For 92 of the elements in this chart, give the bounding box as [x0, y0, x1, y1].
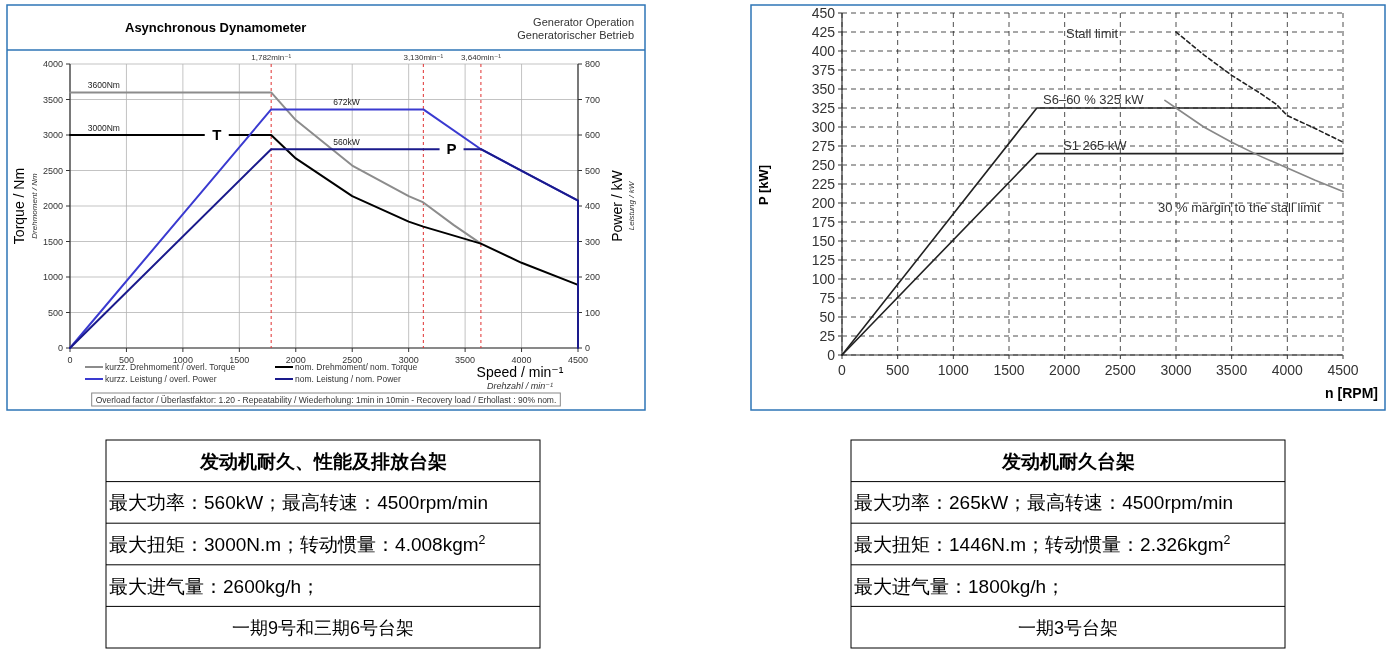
y2-tick-label: 400: [585, 201, 601, 212]
x-tick-label: 1000: [937, 362, 970, 378]
annotation: 672kW: [333, 97, 360, 108]
y-tick-label: 250: [811, 156, 836, 173]
y-tick-label: 375: [811, 61, 836, 78]
y-tick-label: 25: [819, 327, 836, 344]
text: 最大扭矩：3000N.m；转动惯量：4.008kgm$^{2}$: [109, 533, 486, 555]
annotation: 3600Nm: [87, 80, 120, 91]
text: Overload factor / Überlastfaktor: 1.20 - Repeatability / Wiederholung: 1min in 10min - Recovery load / Erhollast : 90% nom.: [95, 395, 557, 405]
annotation: S6–60 % 325 kW: [1043, 92, 1145, 107]
annotation: Stall limit: [1066, 26, 1119, 41]
x-tick-label: 2500: [342, 355, 363, 365]
annotation: T: [212, 126, 222, 143]
x-tick-label: 500: [885, 362, 910, 378]
legend-label: nom. Drehmoment/ nom. Torque: [295, 362, 418, 372]
y-tick-label: 3500: [42, 94, 63, 105]
x-tick-label: 2000: [1049, 362, 1081, 378]
y2-tick-label: 700: [585, 94, 601, 105]
y-tick-label: 275: [811, 137, 836, 154]
text: Leistung / kW: [627, 180, 636, 231]
text: 发动机耐久、性能及排放台架: [198, 450, 447, 472]
annotation: P: [446, 140, 457, 158]
y-tick-label: 350: [811, 80, 836, 97]
y2-tick-label: 100: [585, 307, 601, 318]
x-tick-label: 3500: [1216, 362, 1248, 378]
legend-label: nom. Leistung / nom. Power: [295, 374, 401, 384]
x-tick-label: 3500: [455, 355, 476, 365]
x-tick-label: 1500: [229, 355, 250, 365]
x-tick-label: 2000: [285, 355, 306, 365]
x-tick-label: 3000: [1160, 362, 1192, 378]
x-tick-label: 4000: [511, 355, 532, 365]
annotation: 560kW: [333, 137, 360, 148]
text: Drehmoment / Nm: [30, 173, 39, 239]
text: 一期3号台架: [1017, 618, 1119, 639]
x-tick-label: 1500: [993, 362, 1025, 378]
y-tick-label: 400: [811, 42, 836, 59]
y-tick-label: 2500: [42, 165, 63, 176]
annotation: S1 265 kW: [1063, 138, 1128, 153]
y-tick-label: 150: [811, 232, 836, 249]
y-tick-label: 200: [811, 194, 836, 211]
ref-line-label: 3,130min⁻¹: [403, 53, 444, 62]
y-tick-label: 500: [47, 307, 63, 318]
text: 发动机耐久台架: [1000, 450, 1135, 472]
ref-line-label: 1,782min⁻¹: [251, 53, 292, 62]
y-tick-label: 50: [819, 308, 836, 325]
y2-tick-label: 600: [585, 130, 601, 141]
x-tick-label: 4500: [567, 355, 589, 365]
x-tick-label: 2500: [1104, 362, 1137, 378]
annotation: 30 % margin to the stall limit: [1158, 200, 1321, 215]
y-tick-label: 450: [811, 4, 836, 21]
y-tick-label: 4000: [42, 59, 63, 70]
x-axis-title: n [RPM]: [1325, 385, 1378, 401]
x-tick-label: 0: [67, 355, 73, 365]
legend-label: kurzz. Leistung / overl. Power: [105, 374, 217, 384]
text: 最大功率：265kW；最高转速：4500rpm/min: [854, 492, 1234, 514]
ref-line-label: 3,640min⁻¹: [461, 53, 502, 62]
annotation: 3000Nm: [87, 123, 120, 133]
y-tick-label: 75: [819, 289, 836, 306]
text: 最大进气量：1800kg/h；: [854, 575, 1066, 597]
x-tick-label: 3000: [398, 355, 419, 365]
y-tick-label: 2000: [42, 201, 63, 212]
y-tick-label: 175: [811, 213, 836, 230]
y2-tick-label: 800: [585, 59, 601, 70]
y-tick-label: 325: [811, 99, 836, 116]
chart-title: Asynchronous Dynamometer: [125, 20, 307, 35]
text: Drehzahl / min⁻¹: [487, 381, 553, 391]
y2-tick-label: 300: [585, 236, 601, 247]
y-tick-label: 300: [811, 118, 836, 135]
text: Generator Operation: [533, 16, 634, 28]
y2-axis-title: Power / kW: [609, 169, 625, 242]
y-tick-label: 100: [811, 270, 836, 287]
y2-tick-label: 500: [585, 165, 601, 176]
text: 一期9号和三期6号台架: [231, 618, 415, 639]
x-tick-label: 0: [838, 362, 847, 378]
y-tick-label: 3000: [42, 130, 63, 141]
text: 最大功率：560kW；最高转速：4500rpm/min: [109, 492, 489, 514]
text: Generatorischer Betrieb: [517, 29, 634, 41]
text: 最大进气量：2600kg/h；: [109, 575, 321, 597]
y-tick-label: 125: [811, 251, 836, 268]
y-tick-label: 225: [811, 175, 836, 192]
x-tick-label: 4500: [1327, 362, 1359, 378]
x-axis-title: Speed / min⁻¹: [476, 364, 564, 380]
y-axis-title: P [kW]: [756, 164, 771, 206]
y2-tick-label: 0: [585, 343, 591, 354]
y-tick-label: 0: [57, 343, 63, 354]
x-tick-label: 4000: [1271, 362, 1304, 378]
y-tick-label: 1000: [42, 272, 63, 283]
y2-tick-label: 200: [585, 272, 601, 283]
y-tick-label: 425: [811, 23, 836, 40]
y-axis-title: Torque / Nm: [11, 167, 27, 245]
y-tick-label: 1500: [42, 236, 63, 247]
text: 最大扭矩：1446N.m；转动惯量：2.326kgm$^{2}$: [854, 533, 1231, 555]
